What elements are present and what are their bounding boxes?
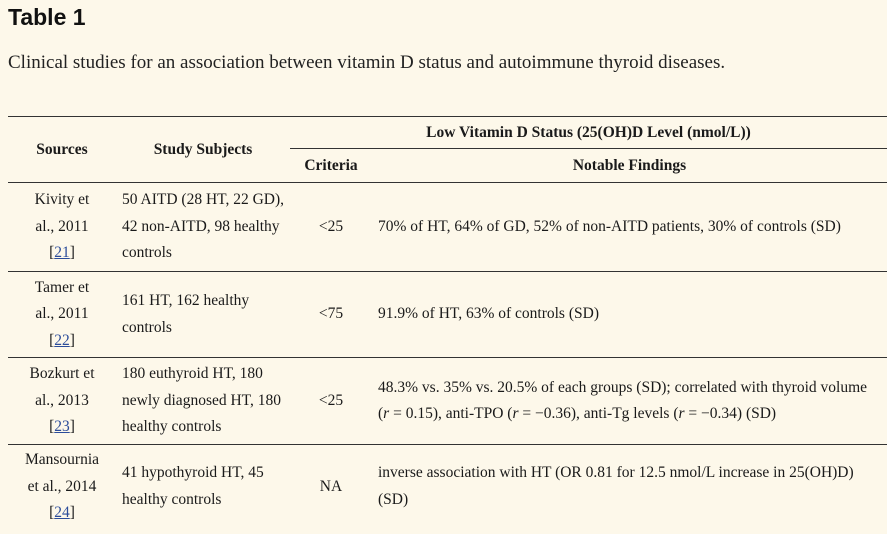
header-notable-findings: Notable Findings: [372, 148, 887, 183]
source-author: Tamer et: [34, 278, 90, 296]
criteria-cell: <75: [290, 271, 372, 358]
header-study-subjects: Study Subjects: [116, 116, 290, 183]
table-row: Bozkurt et al., 2013 [23] 180 euthyroid …: [8, 357, 887, 445]
source-cell: Kivity et al., 2011 [21]: [8, 182, 116, 272]
header-criteria: Criteria: [290, 148, 372, 183]
table-caption: Clinical studies for an association betw…: [8, 52, 726, 73]
findings-text: 48.3% vs. 35% vs. 20.5% of each groups (…: [378, 378, 868, 423]
source-year: al., 2013: [35, 391, 89, 409]
header-row-2: Criteria Notable Findings: [8, 148, 887, 183]
source-year: al., 2011: [35, 305, 89, 323]
findings-text: = −0.34) (SD): [684, 405, 777, 422]
findings-text: = 0.15), anti-TPO (: [389, 405, 513, 422]
header-row-1: Sources Study Subjects Low Vitamin D Sta…: [8, 116, 887, 183]
criteria-cell: <25: [290, 182, 372, 272]
r-symbol: r: [383, 405, 390, 422]
findings-text: = −0.36), anti-Tg levels (: [518, 405, 679, 422]
findings-cell: 48.3% vs. 35% vs. 20.5% of each groups (…: [372, 357, 887, 445]
findings-cell: 70% of HT, 64% of GD, 52% of non-AITD pa…: [372, 182, 887, 272]
table-row: Kivity et al., 2011 [21] 50 AITD (28 HT,…: [8, 182, 887, 272]
reference-link[interactable]: 24: [54, 504, 70, 521]
table-title: Table 1: [8, 4, 86, 30]
findings-cell: inverse association with HT (OR 0.81 for…: [378, 464, 854, 508]
subjects-cell: 41 hypothyroid HT, 45 healthy controls: [122, 464, 264, 508]
criteria-cell: NA: [319, 477, 343, 495]
r-symbol: r: [678, 405, 685, 422]
reference-link[interactable]: 22: [54, 331, 70, 349]
table-row: Tamer et al., 2011 [22] 161 HT, 162 heal…: [8, 271, 887, 358]
source-year: al., 2011: [35, 217, 89, 235]
source-cell: Mansournia et al., 2014 [24]: [24, 451, 100, 521]
findings-cell: 91.9% of HT, 63% of controls (SD): [372, 271, 887, 358]
criteria-cell: <25: [290, 357, 372, 445]
reference-link[interactable]: 21: [54, 244, 70, 262]
header-low-vitamin-d-status: Low Vitamin D Status (25(OH)D Level (nmo…: [290, 116, 887, 149]
source-cell: Tamer et al., 2011 [22]: [8, 271, 116, 358]
source-year: et al., 2014: [27, 477, 97, 495]
subjects-cell: 161 HT, 162 healthy controls: [116, 271, 290, 358]
source-cell: Bozkurt et al., 2013 [23]: [8, 357, 116, 445]
source-author: Kivity et: [34, 191, 90, 209]
studies-table: Sources Study Subjects Low Vitamin D Sta…: [8, 116, 887, 529]
reference-link[interactable]: 23: [54, 418, 70, 436]
r-symbol: r: [512, 405, 519, 422]
source-author: Mansournia: [24, 451, 100, 468]
subjects-cell: 50 AITD (28 HT, 22 GD), 42 non-AITD, 98 …: [116, 182, 290, 272]
header-sources: Sources: [8, 116, 116, 183]
subjects-cell: 180 euthyroid HT, 180 newly diagnosed HT…: [116, 357, 290, 445]
source-author: Bozkurt et: [29, 365, 95, 383]
table-row: Mansournia et al., 2014 [24] 41 hypothyr…: [8, 445, 887, 529]
